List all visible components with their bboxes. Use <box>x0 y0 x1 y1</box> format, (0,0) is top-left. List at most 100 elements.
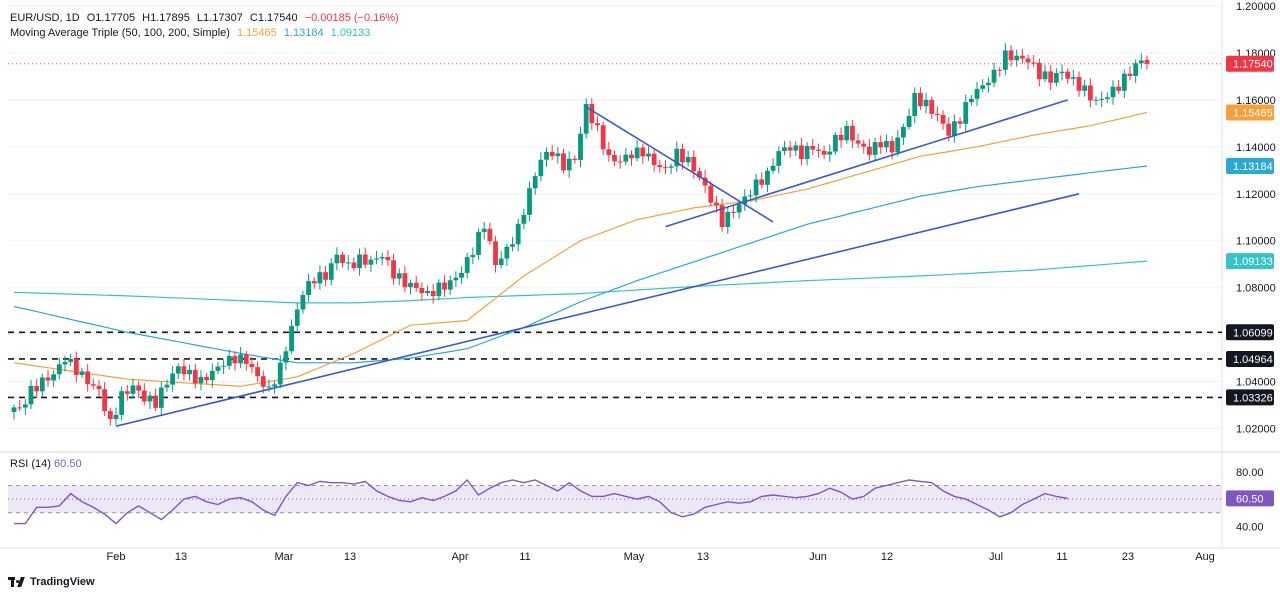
candle-down <box>821 150 827 155</box>
candle-down <box>629 154 634 159</box>
candle-down <box>787 147 793 151</box>
ma-indicator-title[interactable]: Moving Average Triple (50, 100, 200, Sim… <box>10 27 230 39</box>
candle-up <box>498 258 504 266</box>
ma-legend: Moving Average Triple (50, 100, 200, Sim… <box>10 27 374 39</box>
change-value: −0.00185 (−0.16%) <box>304 12 399 24</box>
candle-down <box>340 254 345 264</box>
candle-up <box>544 151 549 160</box>
candle-up <box>209 370 215 381</box>
candle-up <box>464 257 470 273</box>
time-tick-label: 13 <box>697 551 709 563</box>
candle-down <box>838 134 844 141</box>
candle-down <box>442 282 447 290</box>
candle-down <box>1025 58 1031 63</box>
rsi-tick-label: 40.00 <box>1236 521 1264 533</box>
candle-up <box>991 69 997 83</box>
candle-down <box>430 290 436 297</box>
time-tick-label: 12 <box>881 551 893 563</box>
time-tick-label: 13 <box>344 551 356 563</box>
time-tick-label: Feb <box>107 551 126 563</box>
candle-up <box>470 254 476 258</box>
candle-up <box>884 141 889 148</box>
candle-up <box>345 262 351 264</box>
candle-up <box>1082 85 1088 91</box>
candle-up <box>277 362 283 385</box>
price-tag-ma200 <box>1226 253 1274 270</box>
candle-up <box>623 154 629 162</box>
candle-up <box>1104 97 1110 99</box>
candle-up <box>170 373 176 385</box>
candle-up <box>164 384 170 388</box>
candle-down <box>600 125 606 150</box>
candle-up <box>62 361 68 365</box>
candle-down <box>136 385 142 391</box>
candle-up <box>674 148 680 167</box>
tradingview-logo[interactable]: TradingView <box>8 576 95 588</box>
symbol-label[interactable]: EUR/USD, 1D <box>10 12 80 24</box>
rsi-title[interactable]: RSI (14) <box>10 458 51 470</box>
candle-down <box>34 385 40 392</box>
candle-down <box>493 241 498 266</box>
candle-up <box>923 99 929 107</box>
candle-down <box>850 125 855 141</box>
price-tag-label: 1.15465 <box>1233 107 1273 119</box>
candle-up <box>1138 60 1144 64</box>
candle-up <box>425 290 430 294</box>
candle-up <box>951 121 957 136</box>
candle-up <box>476 232 481 255</box>
candle-down <box>940 114 946 124</box>
candle-down <box>17 407 23 409</box>
price-tick-label: 1.04000 <box>1236 377 1276 389</box>
candle-up <box>294 309 300 326</box>
candle-up <box>119 391 125 415</box>
candle-up <box>872 142 878 155</box>
candle-up <box>1133 63 1139 76</box>
candle-down <box>90 384 96 386</box>
candle-up <box>317 272 323 284</box>
candle-up <box>583 103 589 134</box>
time-tick-label: Apr <box>451 551 468 563</box>
candle-up <box>226 355 232 366</box>
candle-down <box>816 149 821 151</box>
price-tag-label: 1.09133 <box>1233 256 1273 268</box>
candle-up <box>368 259 374 265</box>
candle-up <box>408 282 413 288</box>
candle-down <box>311 281 317 284</box>
candle-down <box>362 254 368 265</box>
candle-down <box>657 165 663 168</box>
candle-down <box>232 355 238 364</box>
candle-down <box>719 205 725 227</box>
price-tick-label: 1.14000 <box>1236 142 1276 154</box>
candle-down <box>1008 50 1014 61</box>
candle-up <box>11 407 17 413</box>
candle-down <box>934 113 940 115</box>
candle-down <box>107 411 113 419</box>
candle-down <box>691 157 697 172</box>
candle-up <box>266 386 272 388</box>
candle-up <box>221 365 227 367</box>
price-tag-label: 1.13184 <box>1233 161 1273 173</box>
high-value: H1.17895 <box>142 12 190 24</box>
candle-down <box>351 262 357 269</box>
candle-down <box>651 153 657 166</box>
candle-up <box>776 151 782 166</box>
candle-up <box>436 282 442 297</box>
candle-up <box>147 395 153 402</box>
candle-up <box>453 277 459 281</box>
candle-up <box>1053 73 1059 83</box>
candle-up <box>736 204 742 213</box>
candle-up <box>306 281 311 295</box>
candle-up <box>527 188 532 215</box>
rsi-value-tag <box>1226 490 1274 507</box>
candle-up <box>289 325 294 352</box>
candle-down <box>85 371 91 385</box>
candle-up <box>827 151 833 155</box>
candle-up <box>804 145 810 160</box>
candle-down <box>1127 73 1133 76</box>
candle-down <box>957 121 963 124</box>
candles <box>11 43 1150 426</box>
candle-up <box>1059 71 1065 74</box>
candle-up <box>56 364 62 375</box>
price-tick-label: 1.10000 <box>1236 236 1276 248</box>
